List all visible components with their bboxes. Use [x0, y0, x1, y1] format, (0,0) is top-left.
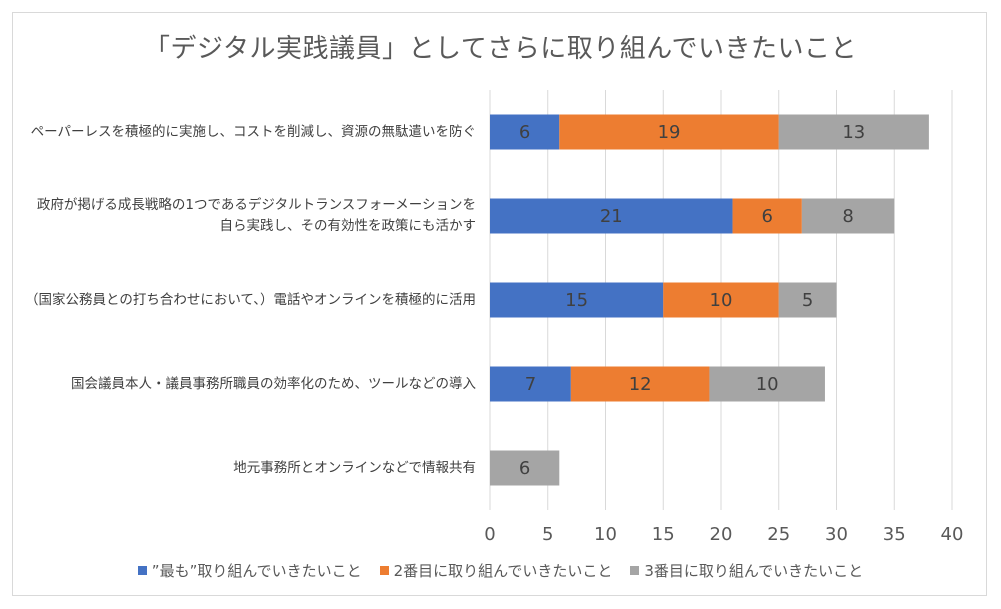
- x-tick-label: 0: [484, 524, 495, 545]
- category-label: 地元事務所とオンラインなどで情報共有: [233, 459, 476, 476]
- bar-segment: [490, 282, 664, 318]
- x-tick-label: 40: [941, 524, 964, 545]
- legend-swatch: [379, 566, 389, 575]
- x-tick-label: 35: [883, 524, 906, 545]
- legend-item: 2番目に取り組んでいきたいこと: [379, 560, 613, 581]
- data-label: 19: [658, 122, 681, 143]
- legend-swatch: [137, 566, 147, 575]
- bar-segment: [732, 198, 802, 234]
- bar-segment: [663, 282, 779, 318]
- bar-segment: [778, 114, 929, 150]
- legend-label: 2番目に取り組んでいきたいこと: [393, 562, 613, 580]
- data-label: 13: [842, 122, 865, 143]
- data-label: 10: [756, 374, 779, 395]
- category-label: 政府が掲げる成長戦略の1つであるデジタルトランスフォーメーションを自ら実践し、そ…: [36, 197, 476, 234]
- bar-segment: [801, 198, 895, 234]
- x-tick-label: 25: [767, 524, 790, 545]
- chart-legend: ”最も”取り組んでいきたいこと 2番目に取り組んでいきたいこと 3番目に取り組んでい…: [0, 560, 1001, 581]
- bar-segment: [490, 198, 733, 234]
- x-tick-label: 15: [652, 524, 675, 545]
- data-label: 6: [519, 122, 530, 143]
- legend-item: 3番目に取り組んでいきたいこと: [630, 560, 863, 581]
- bar-segment: [490, 114, 560, 150]
- category-label: 国会議員本人・議員事務所職員の効率化のため、ツールなどの導入: [71, 375, 476, 392]
- data-label: 6: [761, 206, 772, 227]
- category-label: ペーパーレスを積極的に実施し、コストを削減し、資源の無駄遣いを防ぐ: [30, 123, 476, 140]
- x-tick-label: 5: [542, 524, 553, 545]
- data-label: 21: [600, 206, 623, 227]
- data-label: 10: [710, 290, 733, 311]
- bar-segment: [559, 114, 779, 150]
- x-tick-label: 10: [594, 524, 617, 545]
- chart-title: 「デジタル実践議員」としてさらに取り組んでいきたいこと: [144, 34, 857, 64]
- bar-segment: [570, 366, 710, 402]
- x-tick-label: 30: [825, 524, 848, 545]
- legend-item: ”最も”取り組んでいきたいこと: [137, 560, 362, 581]
- x-tick-label: 20: [710, 524, 733, 545]
- bar-segment: [490, 450, 560, 486]
- bar-segment: [490, 366, 571, 402]
- bar-segment: [709, 366, 825, 402]
- data-label: 8: [842, 206, 853, 227]
- bar-segment: [778, 282, 837, 318]
- data-label: 6: [519, 458, 530, 479]
- data-label: 5: [802, 290, 813, 311]
- category-label: （国家公務員との打ち合わせにおいて、）電話やオンラインを積極的に活用: [24, 291, 476, 308]
- data-label: 12: [629, 374, 652, 395]
- legend-label: ”最も”取り組んでいきたいこと: [151, 562, 362, 580]
- data-label: 15: [565, 290, 588, 311]
- legend-swatch: [630, 566, 640, 575]
- data-label: 7: [525, 374, 536, 395]
- legend-label: 3番目に取り組んでいきたいこと: [644, 562, 864, 580]
